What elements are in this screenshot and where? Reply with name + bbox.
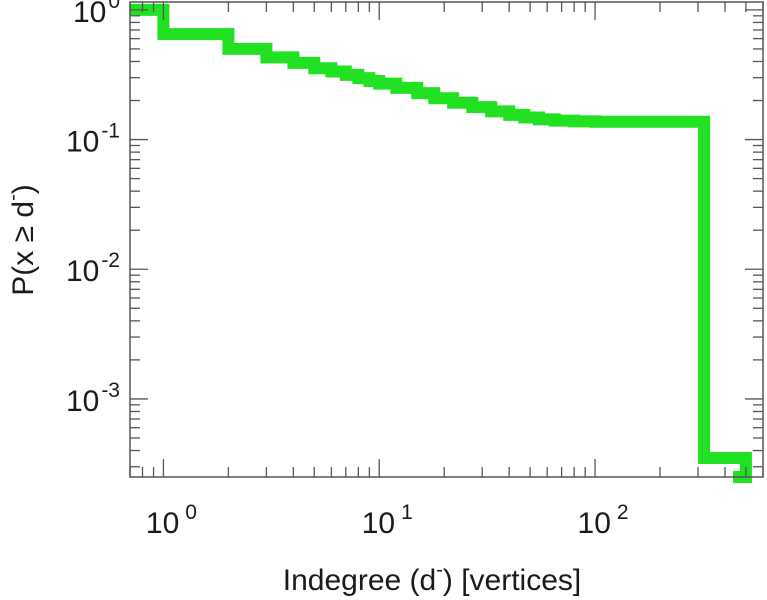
y-tick-label: 10-3 xyxy=(66,379,120,418)
plot-background xyxy=(130,2,763,477)
y-tick-label: 10-2 xyxy=(66,249,120,288)
x-tick-label: 10 2 xyxy=(578,501,629,540)
series-layer xyxy=(130,3,752,483)
major-ticks xyxy=(130,2,763,477)
y-axis-label-prefix: P(x ≥ d xyxy=(7,201,40,296)
x-tick-label: 10 0 xyxy=(146,501,197,540)
y-tick-label: 100 xyxy=(73,0,120,29)
x-axis-label-suffix: ) [vertices] xyxy=(443,564,581,597)
series-line-0 xyxy=(130,3,752,483)
x-axis-label: Indegree (d-) [vertices] xyxy=(283,559,581,597)
plot-frame xyxy=(129,1,764,478)
y-axis-label: P(x ≥ d-) xyxy=(2,184,40,296)
y-tick-label: 10-1 xyxy=(66,120,120,159)
x-axis-label-superscript: - xyxy=(436,559,443,581)
minor-ticks xyxy=(129,2,764,477)
y-axis-label-suffix: ) xyxy=(7,184,40,194)
x-axis-label-prefix: Indegree (d xyxy=(283,564,436,597)
tick-labels: 10 0 10 1 10 2 100 10-1 10-2 10-3 xyxy=(66,0,629,540)
x-tick-label: 10 1 xyxy=(362,501,413,540)
y-axis-label-superscript: - xyxy=(2,194,24,201)
